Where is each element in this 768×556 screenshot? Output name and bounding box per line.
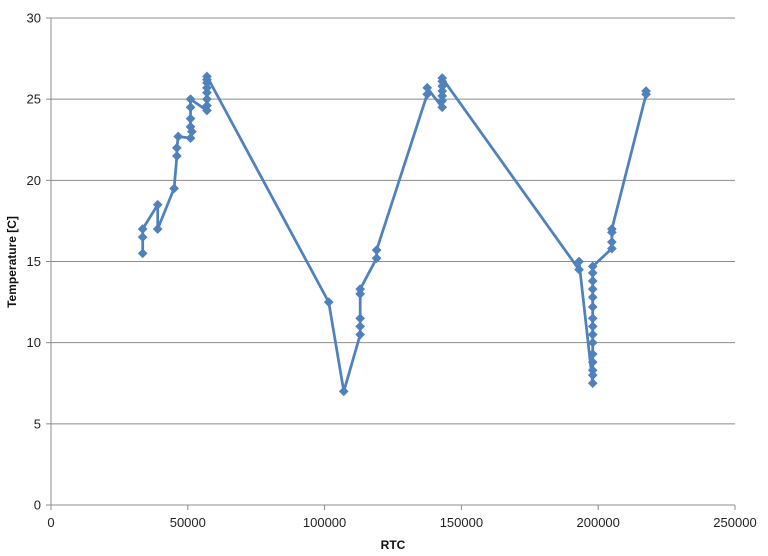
data-point [606,224,617,234]
data-point [574,256,585,267]
data-point [355,321,366,332]
data-point [606,237,617,247]
x-tick-label: 250000 [713,515,756,530]
x-tick-label: 200000 [577,515,620,530]
y-tick-labels: 0 5 10 15 20 25 30 [27,11,41,513]
y-tick-label: 15 [27,254,41,269]
data-point [185,102,196,113]
data-point [355,313,366,324]
data-point [422,82,433,93]
data-point [587,349,598,359]
data-point [587,261,598,272]
y-tick-label: 0 [34,498,41,513]
data-point [371,245,382,256]
data-point [185,94,196,105]
data-point [323,297,334,308]
data-point [171,151,182,161]
y-tick-label: 25 [27,92,41,107]
data-point [137,224,148,234]
data-point [185,133,196,144]
data-point [587,337,598,348]
y-tick-label: 5 [34,416,41,431]
data-point [437,102,448,113]
data-point [587,378,598,389]
x-tick-label: 150000 [440,515,483,530]
y-tick-label: 10 [27,335,41,350]
gridlines [51,17,735,425]
data-point [185,121,196,132]
data-point [185,113,196,124]
data-point [641,86,652,97]
data-point [137,232,148,243]
data-point [152,199,163,210]
data-point [437,73,448,84]
data-point [587,284,598,295]
data-point [355,329,366,340]
data-point [137,248,148,259]
data-point [186,126,197,137]
data-point [338,386,349,397]
data-point [201,71,212,82]
data-point [422,89,433,100]
data-point [173,131,184,142]
x-tick-label: 0 [47,515,54,530]
data-point [587,267,598,278]
axes [46,17,736,510]
y-tick-label: 20 [27,173,41,188]
data-point [587,365,598,376]
x-tick-labels: 0 50000 100000 150000 200000 250000 [47,515,756,530]
data-point [152,224,163,234]
data-point [587,301,598,312]
data-point [355,284,366,295]
data-series [137,71,652,397]
data-point [587,321,598,332]
x-tick-label: 50000 [170,515,206,530]
data-point [587,276,598,286]
data-point [201,100,212,111]
series-line [141,75,648,393]
y-axis-title: Temperature [C] [5,216,19,308]
data-point [169,183,180,194]
data-point [171,142,182,153]
data-point [606,243,617,254]
y-tick-label: 30 [27,11,41,26]
data-point [587,329,598,340]
x-tick-label: 100000 [303,515,346,530]
data-point [574,264,585,275]
data-point [587,313,598,324]
data-point [587,357,598,368]
data-point [201,94,212,105]
data-point [587,292,598,303]
x-axis-title: RTC [381,538,406,552]
data-point [371,253,382,264]
